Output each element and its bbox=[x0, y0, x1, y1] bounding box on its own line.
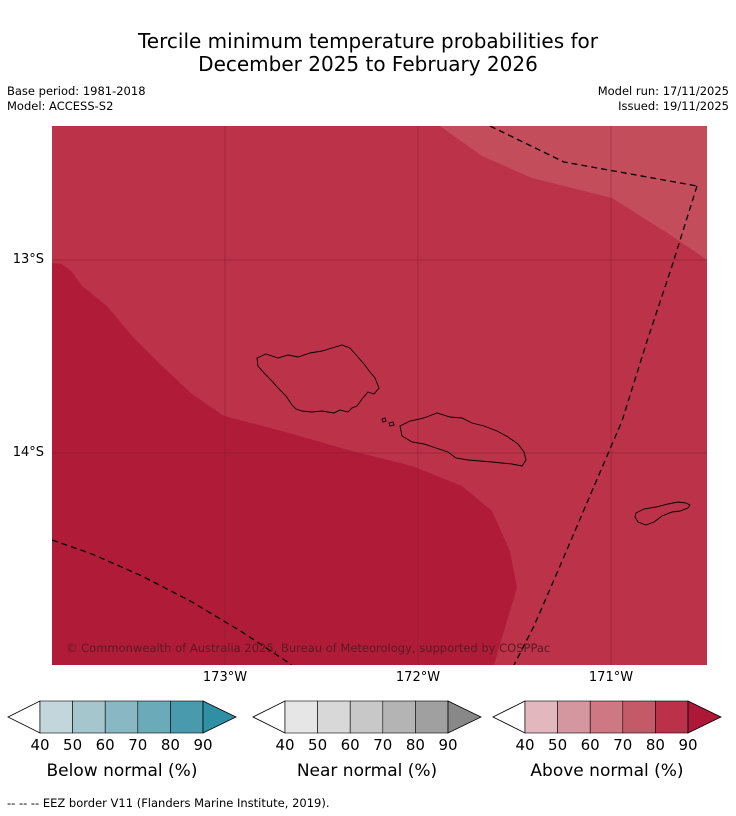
colorbar-tick-label: 40 bbox=[30, 736, 50, 754]
lat-label-13s: 13°S bbox=[12, 252, 44, 267]
title-line-2: December 2025 to February 2026 bbox=[198, 52, 538, 76]
colorbar-extend-high bbox=[447, 700, 482, 734]
islands bbox=[256, 344, 691, 526]
manono-island bbox=[388, 421, 395, 427]
model-name: Model: ACCESS-S2 bbox=[7, 99, 114, 113]
chart-title: Tercile minimum temperature probabilitie… bbox=[0, 30, 736, 76]
colorbar-extend-low bbox=[492, 700, 526, 734]
colorbar-tick-label: 70 bbox=[613, 736, 633, 754]
colorbar-bin bbox=[415, 700, 449, 734]
colorbar-tick-label: 40 bbox=[275, 736, 295, 754]
colorbar-tick-label: 60 bbox=[95, 736, 115, 754]
upolu-island bbox=[399, 412, 527, 467]
colorbar-tick-label: 60 bbox=[340, 736, 360, 754]
colorbar-bin bbox=[589, 700, 624, 734]
lon-label-172w: 172°W bbox=[395, 670, 441, 685]
lon-label-173w: 173°W bbox=[202, 670, 248, 685]
colorbar-above-title: Above normal (%) bbox=[530, 761, 684, 781]
colorbar-extend-high bbox=[687, 700, 722, 734]
colorbar-tick-label: 90 bbox=[438, 736, 458, 754]
base-period: Base period: 1981-2018 bbox=[7, 84, 146, 98]
colorbar-above-normal bbox=[492, 700, 722, 738]
colorbar-bin bbox=[170, 700, 204, 734]
lon-label-171w: 171°W bbox=[588, 670, 634, 685]
eez-line-north bbox=[489, 126, 698, 187]
colorbar-tick-label: 80 bbox=[160, 736, 180, 754]
colorbar-tick-label: 40 bbox=[515, 736, 535, 754]
eez-footnote: -- -- -- EEZ border V11 (Flanders Marine… bbox=[7, 796, 330, 810]
colorbar-tick-label: 50 bbox=[548, 736, 568, 754]
model-run: Model run: 17/11/2025 bbox=[597, 84, 729, 98]
graticule bbox=[52, 126, 707, 665]
colorbar-tick-label: 50 bbox=[308, 736, 328, 754]
title-line-1: Tercile minimum temperature probabilitie… bbox=[137, 29, 599, 53]
colorbar-tick-label: 60 bbox=[580, 736, 600, 754]
colorbar-tick-label: 70 bbox=[373, 736, 393, 754]
colorbar-extend-high bbox=[202, 700, 237, 734]
map-panel[interactable] bbox=[52, 126, 707, 665]
colorbar-bin bbox=[39, 700, 73, 734]
colorbar-near-title: Near normal (%) bbox=[296, 761, 438, 781]
colorbar-svg bbox=[492, 700, 722, 734]
colorbar-below-normal bbox=[7, 700, 237, 738]
colorbar-tick-label: 90 bbox=[193, 736, 213, 754]
colorbar-bin bbox=[104, 700, 139, 734]
colorbar-tick-label: 80 bbox=[645, 736, 665, 754]
meta-left: Base period: 1981-2018 Model: ACCESS-S2 bbox=[7, 84, 146, 114]
eez-border bbox=[52, 126, 698, 665]
colorbar-tick-label: 70 bbox=[128, 736, 148, 754]
colorbar-below-title: Below normal (%) bbox=[46, 761, 198, 781]
savaii-island bbox=[256, 344, 380, 414]
colorbar-tick-label: 80 bbox=[405, 736, 425, 754]
copyright-notice: © Commonwealth of Australia 2025, Bureau… bbox=[66, 641, 551, 655]
colorbar-bin bbox=[655, 700, 689, 734]
above-70-region bbox=[440, 126, 707, 260]
colorbar-bin bbox=[137, 700, 171, 734]
map-svg bbox=[52, 126, 707, 665]
colorbar-bin bbox=[72, 700, 106, 734]
above-90-region bbox=[52, 263, 517, 665]
apolima-island bbox=[381, 417, 387, 423]
colorbar-bin bbox=[557, 700, 591, 734]
colorbar-bin bbox=[317, 700, 351, 734]
colorbar-bin bbox=[382, 700, 416, 734]
tutuila-island bbox=[634, 501, 691, 526]
colorbar-tick-label: 50 bbox=[63, 736, 83, 754]
colorbar-svg bbox=[7, 700, 237, 734]
issued-date: Issued: 19/11/2025 bbox=[618, 99, 729, 113]
colorbar-extend-low bbox=[7, 700, 41, 734]
lat-label-14s: 14°S bbox=[12, 445, 44, 460]
colorbar-bin bbox=[349, 700, 384, 734]
colorbar-svg bbox=[252, 700, 482, 734]
eez-line-east bbox=[513, 185, 698, 665]
colorbar-bin bbox=[524, 700, 558, 734]
colorbar-tick-label: 90 bbox=[678, 736, 698, 754]
colorbar-near-normal bbox=[252, 700, 482, 738]
meta-right: Model run: 17/11/2025 Issued: 19/11/2025 bbox=[598, 84, 729, 114]
colorbar-bin bbox=[622, 700, 656, 734]
eez-line-southwest bbox=[52, 539, 293, 665]
colorbar-bin bbox=[284, 700, 318, 734]
colorbar-extend-low bbox=[252, 700, 286, 734]
